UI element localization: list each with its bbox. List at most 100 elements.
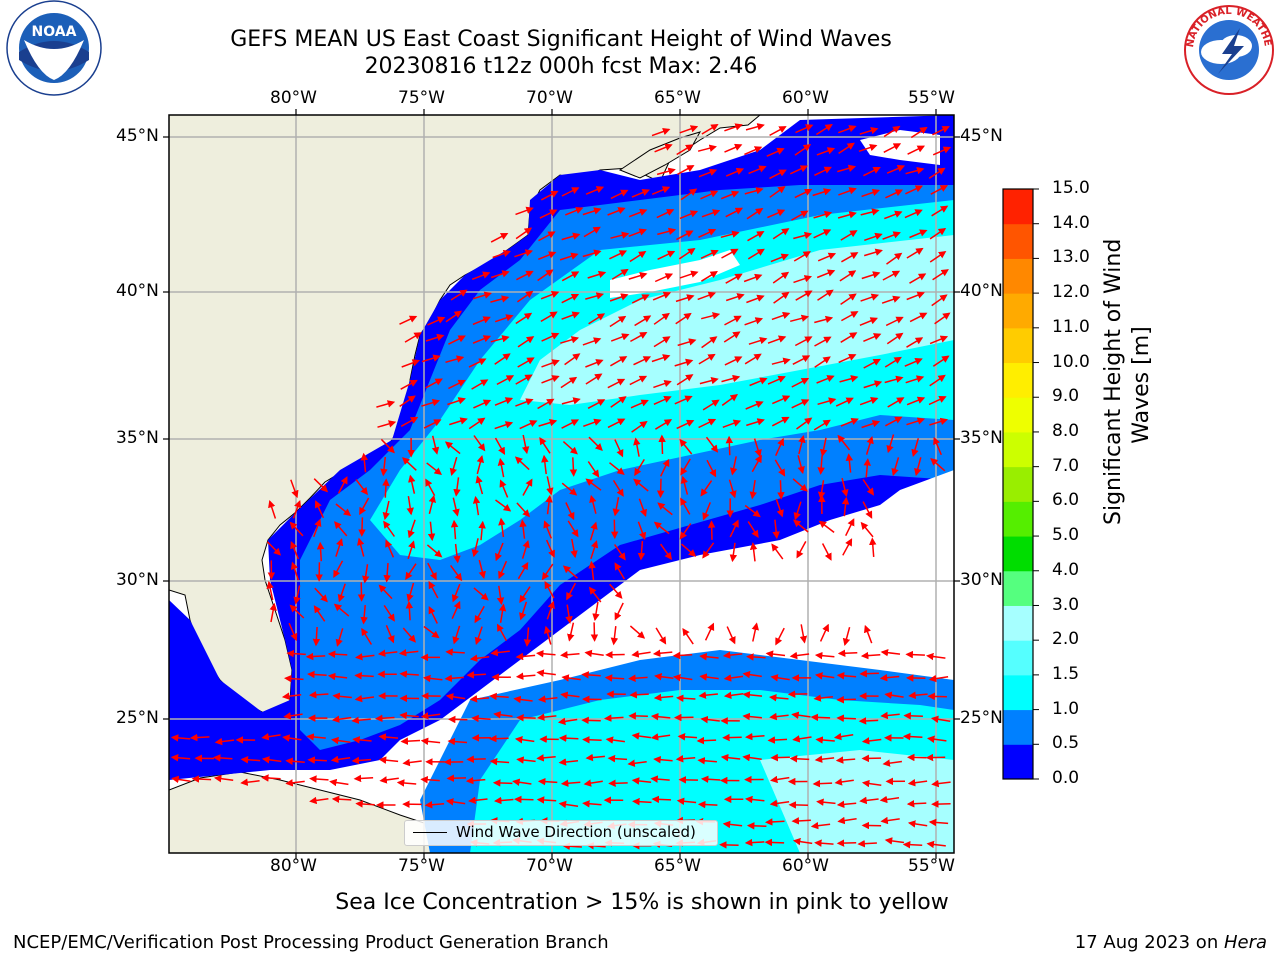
- wave-arrow: [772, 519, 780, 540]
- wave-arrow: [284, 674, 304, 683]
- wave-arrow: [566, 582, 577, 601]
- wave-arrow: [628, 674, 648, 682]
- wave-arrow: [335, 628, 344, 647]
- wave-arrow: [497, 457, 506, 478]
- wave-arrow: [360, 452, 369, 473]
- wave-arrow: [659, 543, 672, 561]
- wave-arrow: [396, 779, 417, 787]
- wave-arrow: [400, 379, 418, 390]
- wave-arrow: [775, 437, 785, 457]
- wave-arrow: [588, 436, 603, 451]
- wave-arrow: [656, 167, 676, 176]
- lon-label-top-80w: 80°W: [270, 88, 317, 108]
- wave-arrow: [816, 147, 836, 156]
- wave-arrow: [585, 373, 603, 385]
- wave-arrow: [425, 333, 445, 342]
- lon-label-bottom-70w: 70°W: [526, 856, 573, 876]
- wave-arrow: [496, 623, 508, 642]
- wave-arrow: [609, 293, 629, 302]
- wave-arrow: [652, 291, 672, 301]
- wave-arrow: [612, 497, 620, 517]
- wave-arrow: [496, 585, 505, 606]
- wave-arrow: [607, 378, 626, 389]
- wave-arrow: [383, 520, 396, 537]
- wave-arrow: [840, 293, 857, 306]
- wave-arrow: [604, 674, 625, 682]
- wave-arrow: [701, 124, 719, 135]
- wave-arrow: [472, 316, 491, 326]
- wave-arrow: [840, 230, 858, 241]
- wave-arrow: [653, 521, 670, 535]
- map-area: [169, 115, 954, 853]
- wave-arrow: [585, 186, 605, 195]
- wave-arrow: [861, 420, 881, 429]
- wave-arrow: [309, 796, 329, 805]
- wave-arrow: [887, 397, 905, 408]
- wave-arrow: [585, 753, 605, 762]
- wave-arrow: [812, 779, 833, 788]
- wave-arrow: [790, 314, 810, 323]
- wave-arrow: [841, 496, 850, 517]
- wave-arrow: [722, 651, 743, 659]
- wave-arrow: [630, 399, 649, 409]
- wave-arrow: [799, 624, 808, 644]
- wave-arrow: [444, 441, 461, 455]
- wave-arrow: [934, 312, 951, 325]
- wave-arrow: [541, 332, 560, 342]
- wave-arrow: [791, 399, 810, 409]
- lon-label-bottom-60w: 60°W: [782, 856, 829, 876]
- wave-arrow: [423, 625, 440, 639]
- wave-arrow: [567, 520, 579, 538]
- wave-arrow: [515, 398, 534, 407]
- wave-arrow: [269, 602, 277, 623]
- wave-arrow: [724, 143, 743, 153]
- wave-arrow: [744, 838, 765, 847]
- wave-arrow: [651, 795, 672, 804]
- wave-arrow: [329, 778, 349, 787]
- wave-arrow: [772, 271, 790, 284]
- wave-arrow: [629, 375, 648, 386]
- wave-arrow: [495, 542, 504, 562]
- wave-arrow: [610, 333, 630, 342]
- wave-arrow: [751, 454, 762, 473]
- wave-arrow: [885, 416, 903, 427]
- wave-arrow: [637, 541, 646, 561]
- wave-arrow: [335, 538, 344, 557]
- wave-arrow: [657, 227, 677, 236]
- colorbar-segment: [1003, 362, 1033, 398]
- wave-arrow: [427, 562, 437, 581]
- wave-arrow: [906, 396, 926, 406]
- wave-arrow: [449, 564, 463, 582]
- wave-arrow: [742, 670, 762, 679]
- wave-arrow: [839, 375, 859, 383]
- wave-arrow: [335, 503, 352, 517]
- wave-arrow: [631, 732, 652, 740]
- wave-arrow: [769, 799, 790, 808]
- wave-arrow: [453, 477, 461, 497]
- wave-arrow: [841, 252, 859, 263]
- wave-arrow: [791, 378, 810, 388]
- wave-arrow: [494, 437, 506, 456]
- wave-arrow: [633, 478, 649, 492]
- wave-arrow: [468, 358, 487, 368]
- wave-arrow: [489, 692, 509, 701]
- wave-arrow: [402, 758, 422, 767]
- wave-arrow: [445, 648, 465, 656]
- wave-arrow: [743, 273, 763, 283]
- wave-arrow: [613, 544, 626, 561]
- wave-arrow: [313, 478, 329, 493]
- wave-arrow: [514, 249, 534, 258]
- wave-arrow: [930, 185, 949, 195]
- wave-arrow: [337, 476, 348, 494]
- wave-arrow: [699, 376, 719, 385]
- wave-arrow: [633, 356, 652, 366]
- wave-arrow: [836, 839, 857, 847]
- wave-arrow: [885, 189, 904, 199]
- wave-arrow: [189, 733, 210, 742]
- colorbar-segment: [1003, 466, 1033, 502]
- wave-arrow: [792, 478, 808, 492]
- wave-arrow: [521, 539, 530, 559]
- wave-arrow: [860, 521, 874, 538]
- lon-label-top-70w: 70°W: [526, 88, 573, 108]
- wave-arrow: [906, 417, 926, 426]
